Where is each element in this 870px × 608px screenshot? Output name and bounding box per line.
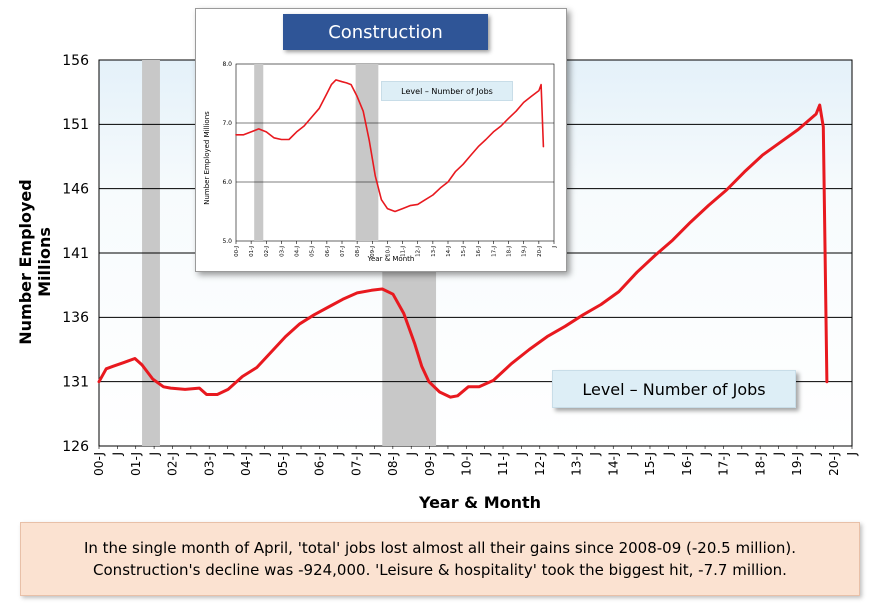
main-x-tick-label: 12-J [533,452,547,476]
main-x-tick-label: J [845,452,859,457]
main-x-tick-label: 03-J [202,452,216,476]
main-series-group [97,103,829,399]
main-y-tick-label: 146 [62,182,89,198]
inset-x-tick-label: 06-J [325,246,331,257]
inset-x-tick-labels: 00-J 01-J 02-J 03-J 04-J 05-J 06-J 07-J 08-J 09-J… [234,241,558,257]
main-x-tick-label: 06-J [313,452,327,476]
main-x-tick-label: 15-J [643,452,657,476]
main-x-tick-label: J [698,452,712,457]
main-x-tick-label: 09-J [423,452,437,476]
main-x-tick-label: J [662,452,676,457]
inset-recession-band [355,64,379,241]
inset-series-group [235,79,545,213]
main-x-tick-label: 11-J [496,452,510,476]
caption-line-2: Construction's decline was -924,000. 'Le… [93,561,787,579]
main-x-tick-label: 10-J [460,452,474,476]
main-x-tick-label: J [478,452,492,457]
main-x-tick-label: 00-J [92,452,106,476]
main-x-tick-label: J [111,452,125,457]
main-x-tick-label: J [735,452,749,457]
main-x-tick-label: J [404,452,418,457]
inset-x-tick-label: 19-J [522,246,528,257]
main-x-tick-label: J [588,452,602,457]
inset-x-tick-label: 04-J [294,246,300,257]
main-x-tick-label: 02-J [166,452,180,476]
caption-line-1: In the single month of April, 'total' jo… [83,539,797,557]
inset-legend-box: Level – Number of Jobs [381,81,513,101]
inset-x-tick-label: 12-J [416,246,422,257]
inset-x-tick-label: 14-J [446,246,452,257]
main-x-tick-label: 05-J [276,452,290,476]
inset-x-tick-label: 01-J [249,246,255,257]
inset-y-tick-labels: 5.0 6.0 7.0 8.0 [222,61,232,245]
inset-x-tick-label: 15-J [461,246,467,257]
main-legend-box: Level – Number of Jobs [552,370,796,408]
main-x-tick-label: 07-J [349,452,363,476]
main-x-tick-label: J [625,452,639,457]
main-x-tick-label: J [515,452,529,457]
inset-y-tick-label: 8.0 [222,61,232,68]
inset-x-tick-label: 13-J [431,246,437,257]
main-x-tick-label: J [257,452,271,457]
inset-x-tick-label: 02-J [264,246,270,257]
main-x-tick-label: 17-J [717,452,731,476]
main-x-tick-label: 14-J [606,452,620,476]
inset-y-tick-label: 5.0 [222,238,232,245]
caption-box: In the single month of April, 'total' jo… [20,522,860,596]
inset-x-tick-label: 09-J [370,246,376,257]
main-x-tick-label: J [441,452,455,457]
inset-x-tick-label: 17-J [491,246,497,257]
inset-chart-panel: 5.0 6.0 7.0 8.0 00-J 01-J 02-J 03-J 04-J 05-J 06-… [195,8,567,272]
inset-x-tick-label: 03-J [279,246,285,257]
inset-y-tick-label: 6.0 [222,179,232,186]
inset-x-tick-label: 18-J [506,246,512,257]
inset-y-tick-label: 7.0 [222,120,232,127]
inset-x-tick-label: J [552,246,558,249]
inset-series-line [235,79,545,213]
main-y-tick-labels: 126 131 136 141 146 151 156 [62,53,89,455]
main-x-tick-label: 04-J [239,452,253,476]
inset-x-tick-label: 10-J [385,246,391,257]
inset-x-tick-label: 07-J [340,246,346,257]
main-x-tick-label: J [221,452,235,457]
inset-y-axis-label: Number Employed Millions [203,111,211,205]
inset-x-tick-label: 00-J [234,246,240,257]
main-x-tick-label: J [772,452,786,457]
main-y-axis-label: Number Employed Millions [16,179,54,345]
main-x-tick-label: 19-J [790,452,804,476]
inset-gridlines [236,122,554,183]
main-x-tick-label: J [368,452,382,457]
main-legend-label: Level – Number of Jobs [582,379,766,399]
main-y-tick-label: 136 [62,310,89,326]
inset-x-tick-label: 11-J [400,246,406,257]
main-x-tick-label: J [184,452,198,457]
inset-x-tick-label: 05-J [310,246,316,257]
main-x-tick-label: J [331,452,345,457]
main-x-tick-label: J [808,452,822,457]
main-x-axis-label: Year & Month [418,493,542,512]
inset-x-tick-label: 16-J [476,246,482,257]
main-x-tick-labels: 00-J J 01-J J 02-J J 03-J J 04-J J 05-J J 06-J J 07-J J… [92,446,859,476]
main-x-tick-label: J [551,452,565,457]
inset-x-tick-label: 08-J [355,246,361,257]
main-y-tick-label: 151 [62,117,89,133]
main-x-tick-label: 18-J [753,452,767,476]
main-x-tick-label: 08-J [386,452,400,476]
inset-recession-band [254,64,264,241]
inset-x-tick-label: 20-J [537,246,543,257]
inset-legend-label: Level – Number of Jobs [401,86,493,96]
main-y-tick-label: 156 [62,53,89,69]
inset-x-axis-label: Year & Month [367,255,415,263]
main-x-tick-label: 20-J [827,452,841,476]
main-x-tick-label: 16-J [680,452,694,476]
main-x-tick-label: 13-J [570,452,584,476]
main-y-tick-label: 141 [62,246,89,262]
main-x-tick-label: J [147,452,161,457]
main-y-tick-label: 126 [62,439,89,455]
main-x-tick-label: 01-J [129,452,143,476]
main-series-line [97,103,829,399]
main-x-tick-label: J [294,452,308,457]
main-y-tick-label: 131 [62,375,89,391]
inset-title: Construction [283,14,488,50]
